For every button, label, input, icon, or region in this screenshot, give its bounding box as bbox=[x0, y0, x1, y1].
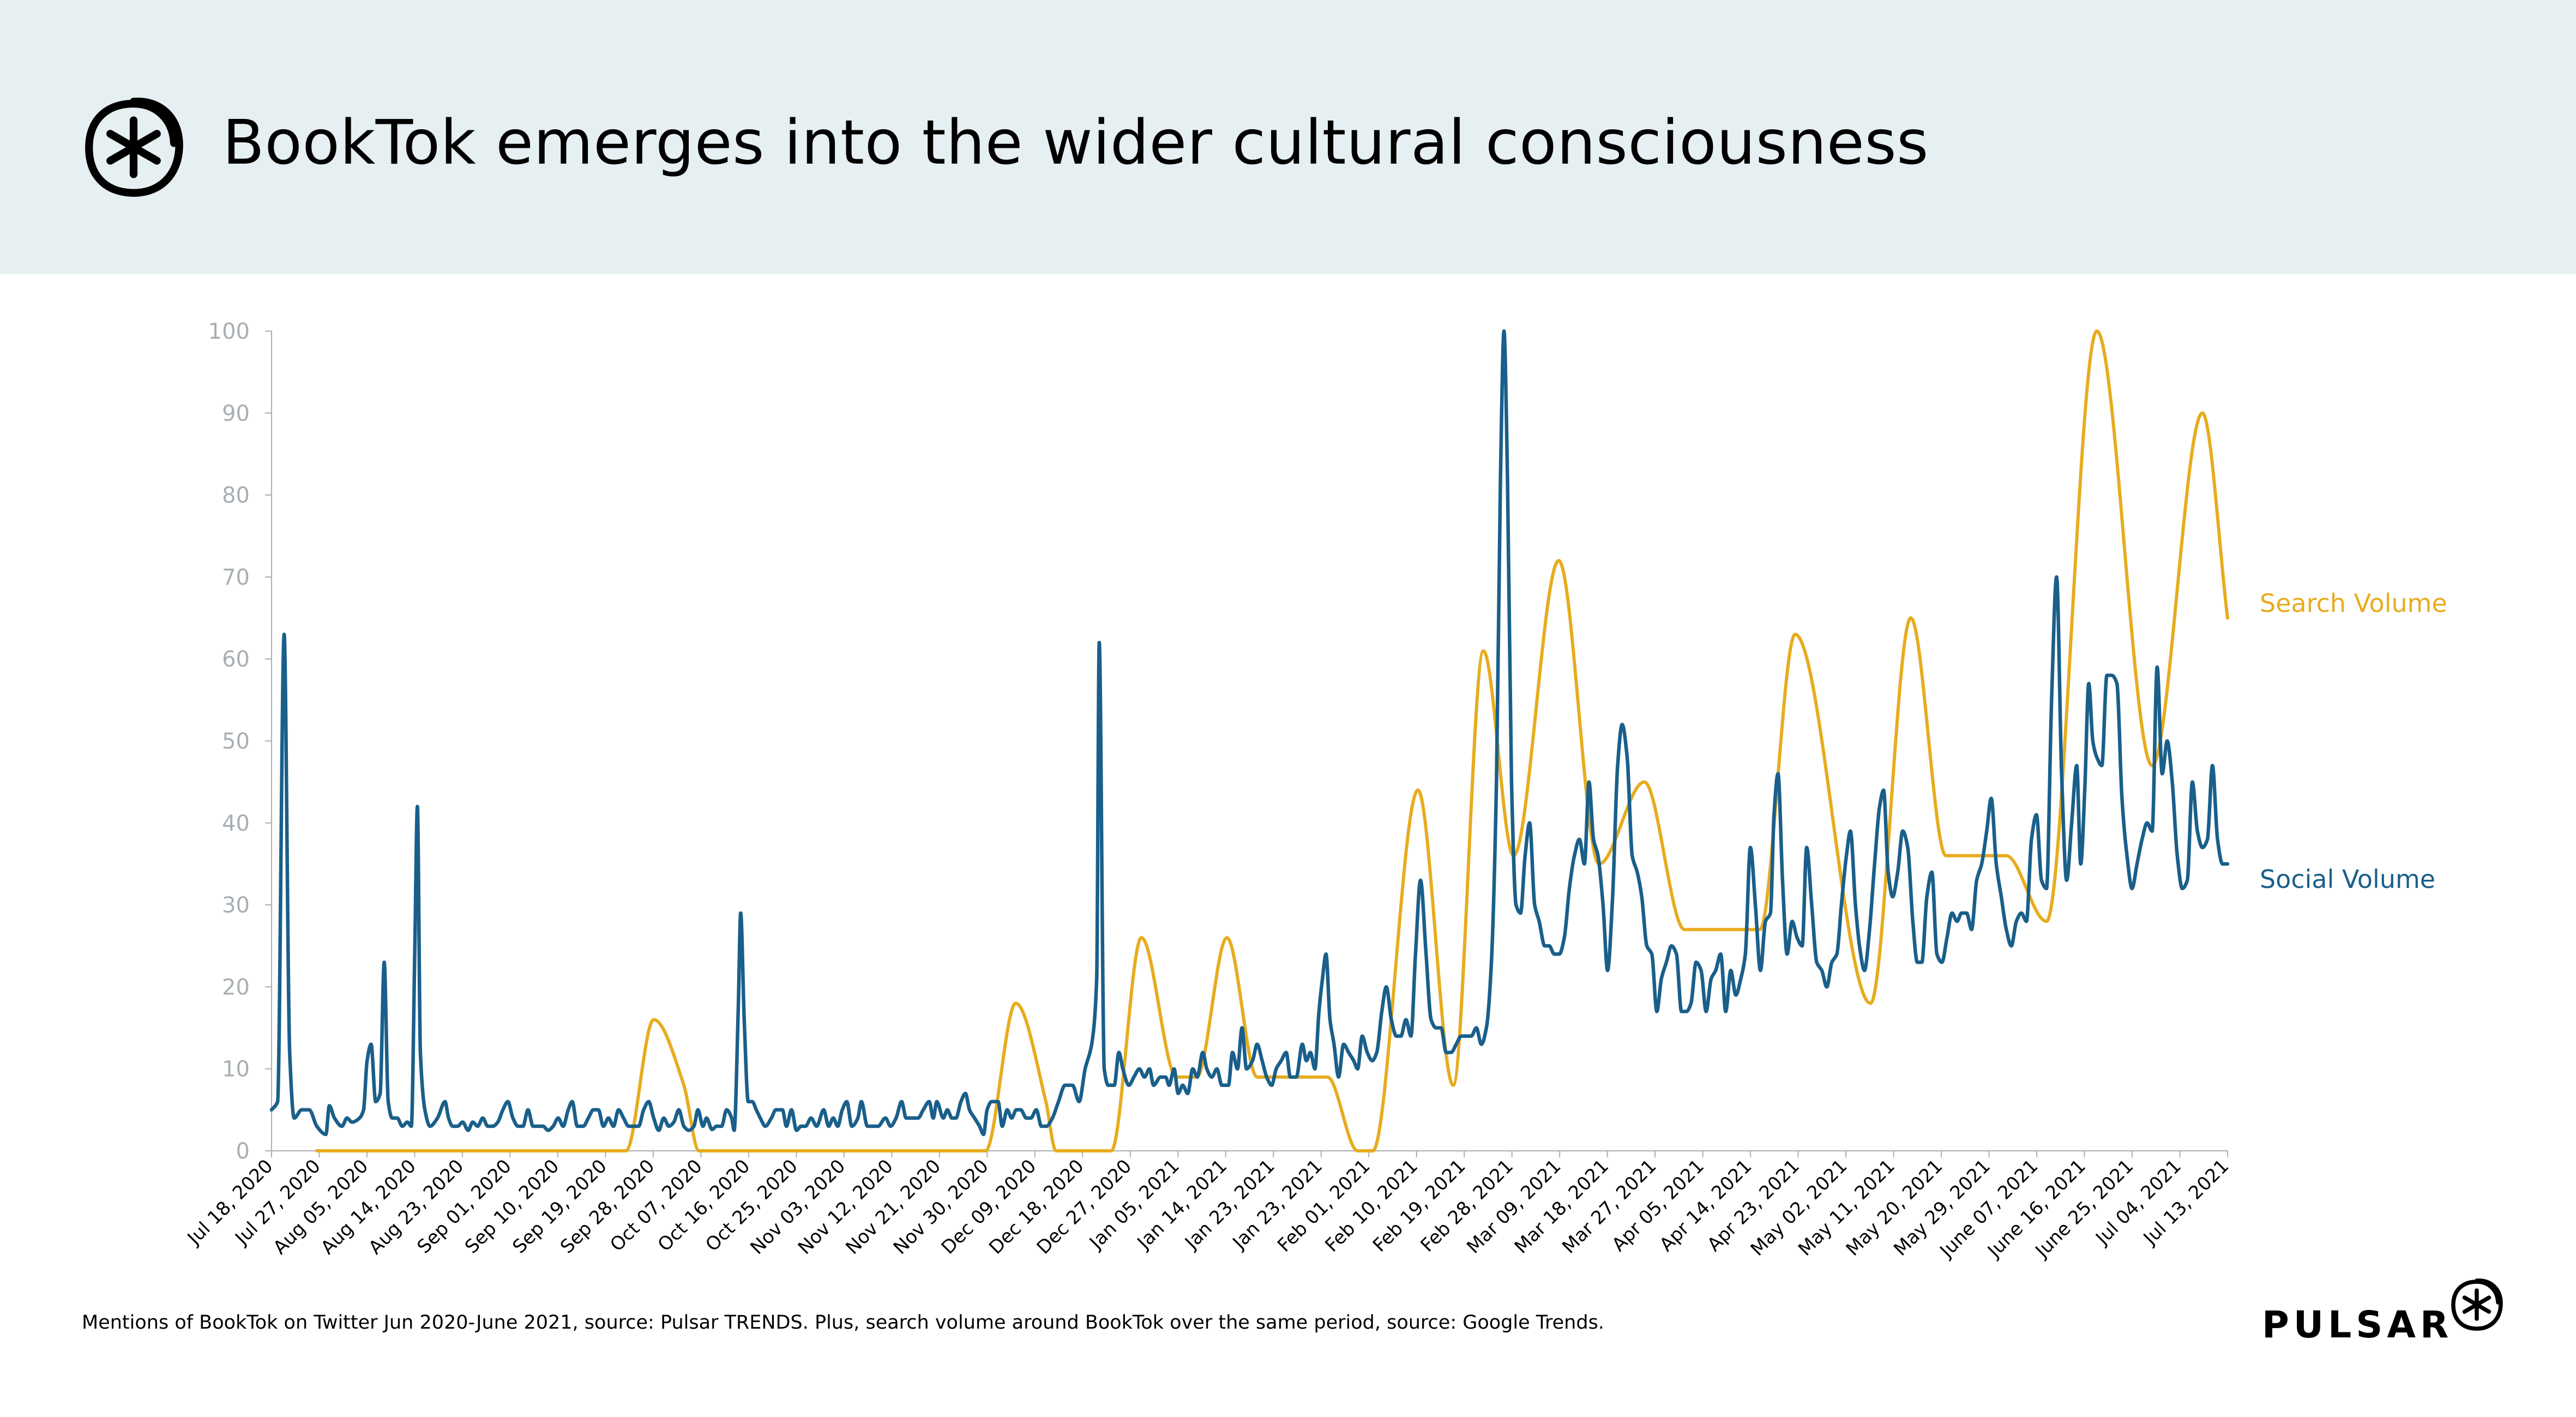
pulsar-asterisk-icon bbox=[2451, 1278, 2503, 1331]
chart-labels: Social Volume Search Volume bbox=[2260, 589, 2447, 894]
y-tick-label: 40 bbox=[222, 811, 250, 836]
y-tick-label: 30 bbox=[222, 893, 250, 918]
y-tick-label: 50 bbox=[222, 729, 250, 754]
pulsar-asterisk-logo-icon bbox=[85, 98, 183, 197]
y-tick-label: 60 bbox=[222, 647, 250, 672]
y-tick-label: 70 bbox=[222, 565, 250, 590]
chart-caption: Mentions of BookTok on Twitter Jun 2020-… bbox=[82, 1312, 1604, 1334]
y-tick-label: 80 bbox=[222, 483, 250, 508]
brand-wordmark: PULSAR bbox=[2262, 1304, 2453, 1347]
brand-logo: PULSAR bbox=[2262, 1277, 2507, 1359]
social-volume-series-line bbox=[269, 329, 2230, 1137]
chart-series bbox=[269, 329, 2230, 1153]
y-tick-label: 0 bbox=[236, 1139, 250, 1164]
social-volume-label: Social Volume bbox=[2260, 864, 2435, 894]
y-tick-label: 100 bbox=[208, 319, 250, 344]
y-tick-label: 10 bbox=[222, 1057, 250, 1082]
search-volume-label: Search Volume bbox=[2260, 589, 2447, 618]
search-volume-series-line bbox=[315, 329, 2229, 1153]
header-banner: BookTok emerges into the wider cultural … bbox=[0, 0, 2576, 274]
page-title: BookTok emerges into the wider cultural … bbox=[222, 107, 1929, 178]
y-tick-label: 20 bbox=[222, 975, 250, 1000]
y-tick-label: 90 bbox=[222, 401, 250, 426]
